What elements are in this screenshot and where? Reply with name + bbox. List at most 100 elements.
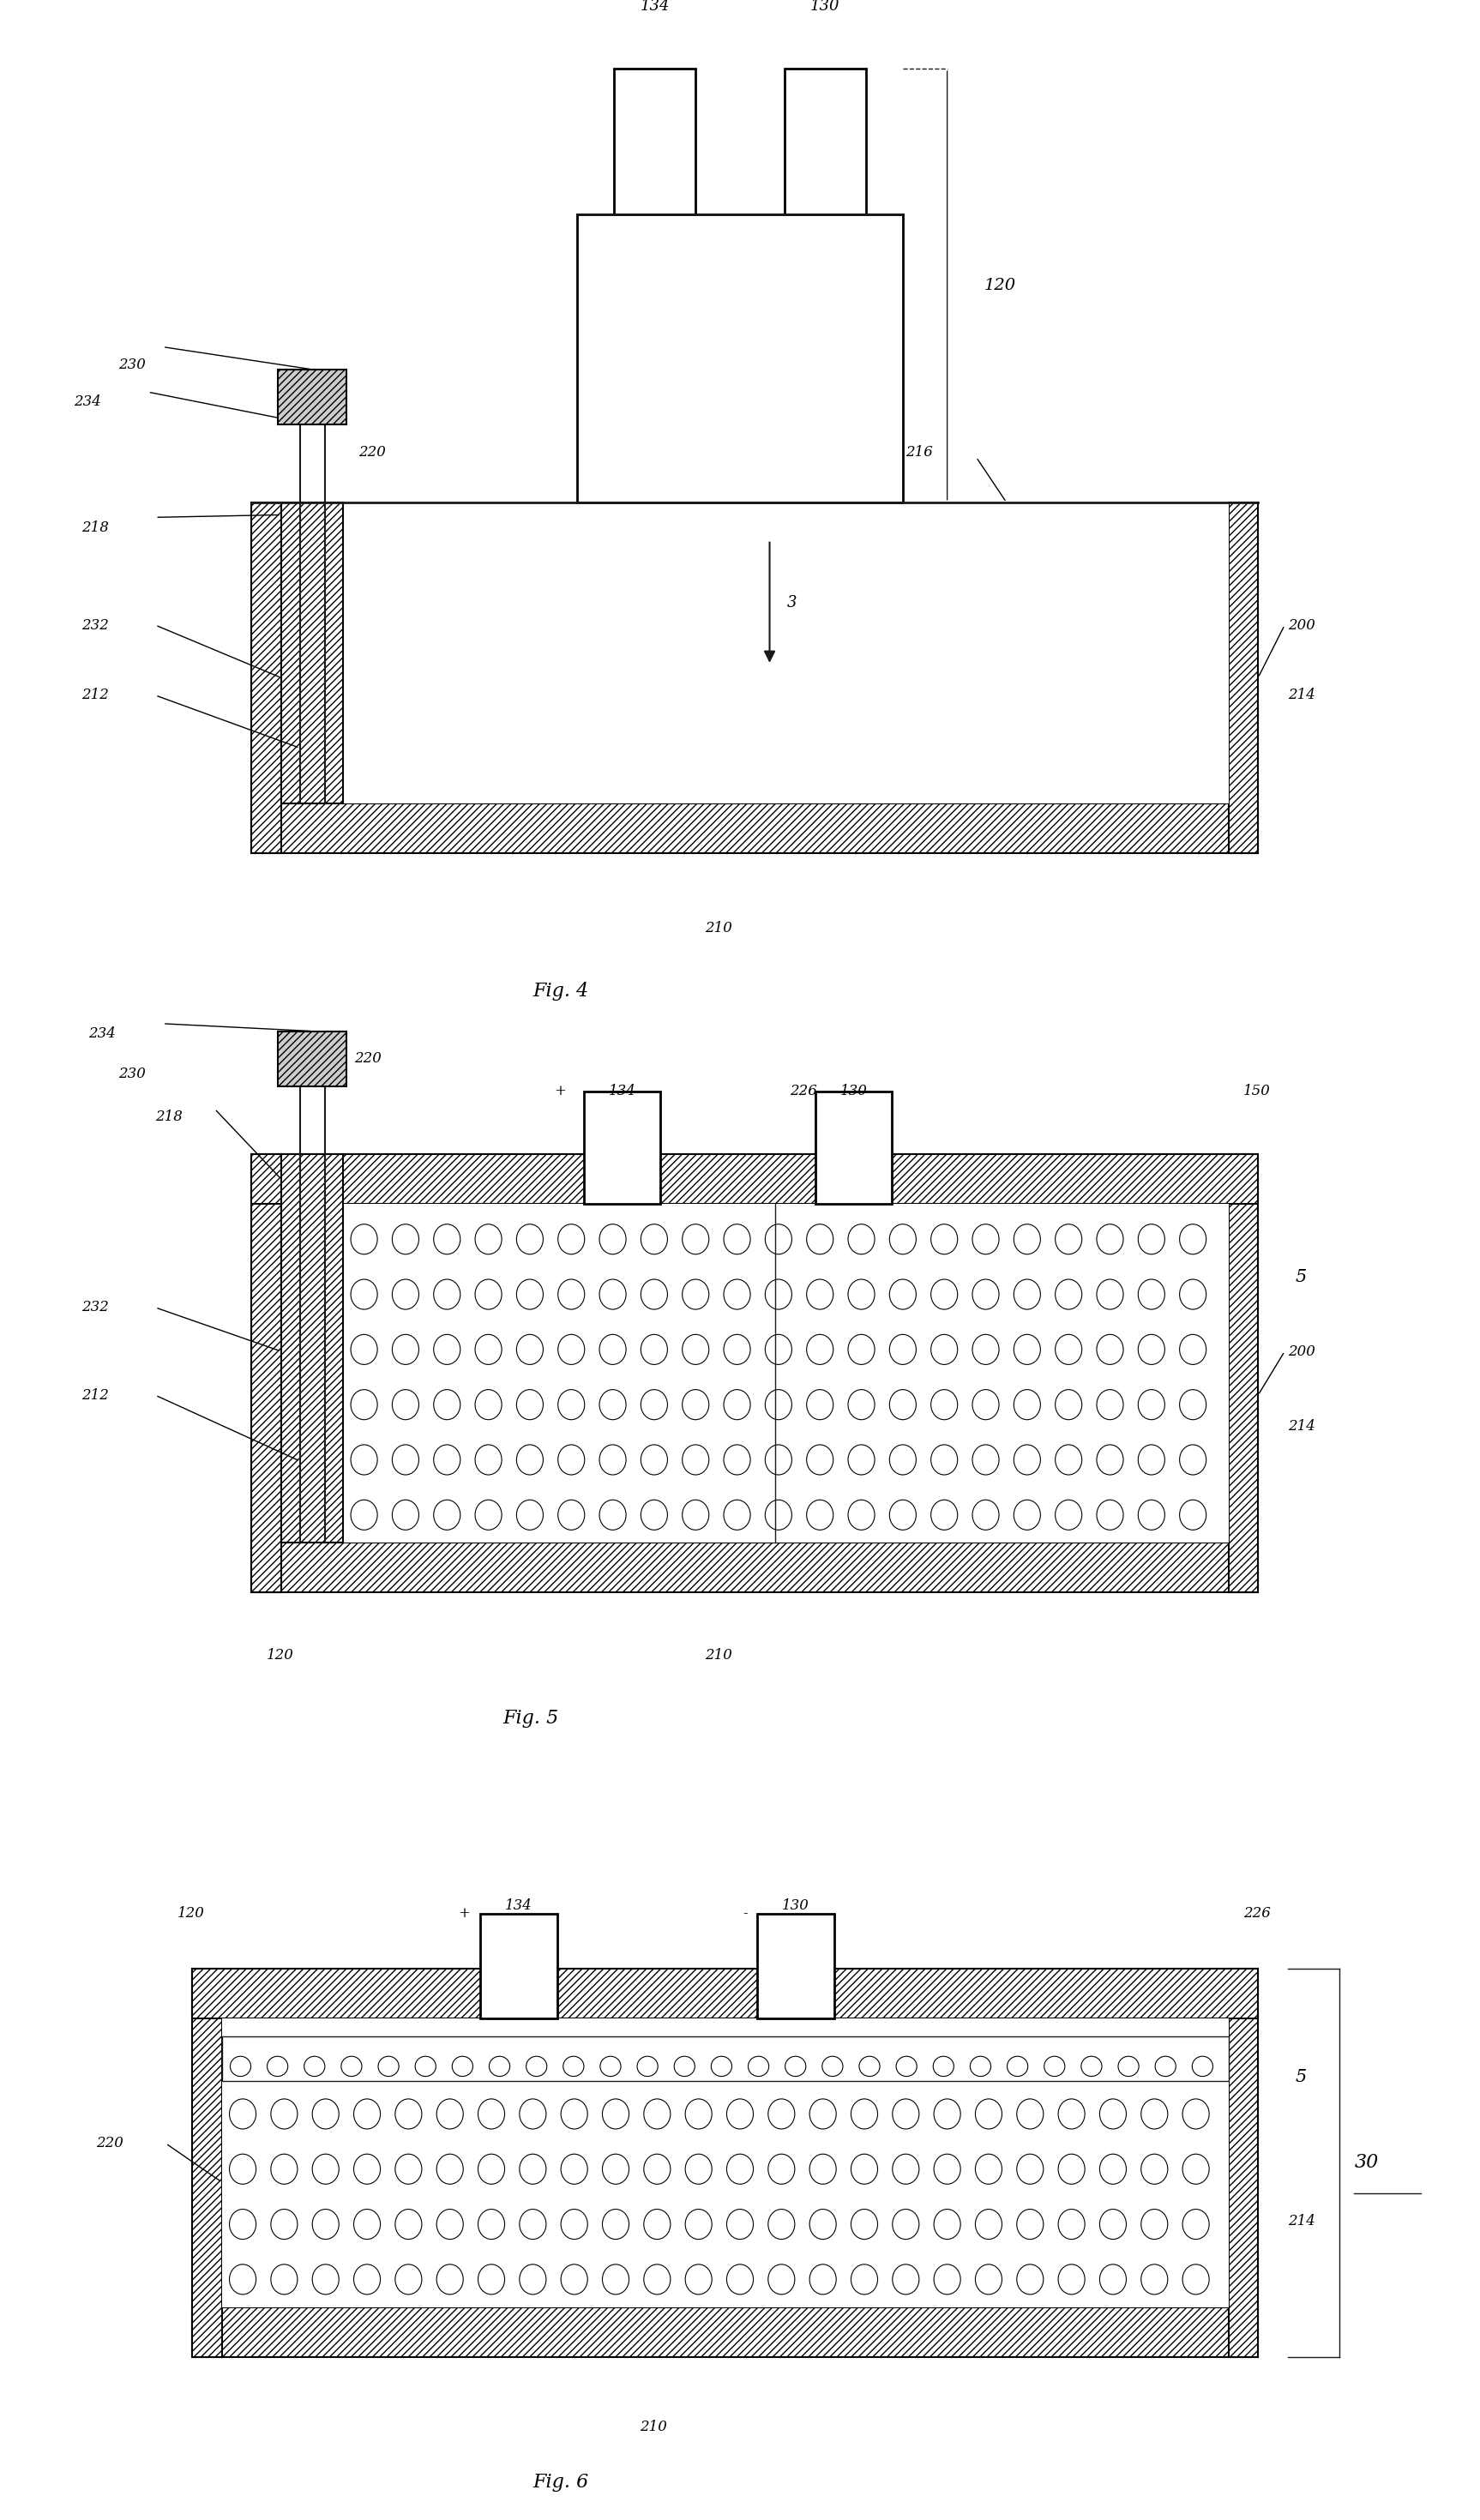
- Ellipse shape: [821, 2056, 842, 2076]
- Ellipse shape: [519, 2099, 546, 2129]
- Ellipse shape: [685, 2155, 712, 2185]
- Ellipse shape: [271, 2099, 297, 2129]
- Text: 218: 218: [155, 1109, 182, 1124]
- Ellipse shape: [724, 1499, 750, 1530]
- Ellipse shape: [602, 2265, 629, 2293]
- Ellipse shape: [972, 1444, 999, 1474]
- Bar: [222, 2019, 1228, 2306]
- Ellipse shape: [972, 1389, 999, 1419]
- Ellipse shape: [724, 1444, 750, 1474]
- Text: 200: 200: [1288, 1343, 1314, 1358]
- Ellipse shape: [848, 1444, 875, 1474]
- Ellipse shape: [724, 1280, 750, 1310]
- Ellipse shape: [395, 2044, 422, 2074]
- Ellipse shape: [354, 2210, 380, 2240]
- Ellipse shape: [934, 2155, 961, 2185]
- Ellipse shape: [931, 1444, 958, 1474]
- Bar: [222, 2036, 1228, 2082]
- Ellipse shape: [478, 2099, 505, 2129]
- Ellipse shape: [517, 1444, 543, 1474]
- Ellipse shape: [1183, 2210, 1209, 2240]
- Ellipse shape: [1055, 1225, 1082, 1255]
- Ellipse shape: [414, 2056, 435, 2076]
- Ellipse shape: [351, 1389, 377, 1419]
- Ellipse shape: [1138, 1444, 1165, 1474]
- Ellipse shape: [561, 2155, 588, 2185]
- Ellipse shape: [1180, 1225, 1206, 1255]
- Ellipse shape: [1014, 1389, 1040, 1419]
- Ellipse shape: [934, 2044, 961, 2074]
- Ellipse shape: [892, 2155, 919, 2185]
- Ellipse shape: [558, 1499, 585, 1530]
- Ellipse shape: [1183, 2155, 1209, 2185]
- Ellipse shape: [561, 2099, 588, 2129]
- Bar: [252, 501, 281, 854]
- Ellipse shape: [765, 1444, 792, 1474]
- Ellipse shape: [1058, 2155, 1085, 2185]
- Ellipse shape: [395, 2155, 422, 2185]
- Ellipse shape: [1138, 1336, 1165, 1363]
- Ellipse shape: [1014, 1225, 1040, 1255]
- Ellipse shape: [710, 2056, 731, 2076]
- Bar: [614, 68, 696, 214]
- Ellipse shape: [1017, 2155, 1043, 2185]
- Bar: [192, 1968, 222, 2356]
- Ellipse shape: [351, 1280, 377, 1310]
- Ellipse shape: [851, 2099, 878, 2129]
- Ellipse shape: [807, 1336, 833, 1363]
- Ellipse shape: [1100, 2265, 1126, 2293]
- Ellipse shape: [1055, 1336, 1082, 1363]
- Ellipse shape: [1180, 1389, 1206, 1419]
- Ellipse shape: [975, 2155, 1002, 2185]
- Ellipse shape: [1017, 2044, 1043, 2074]
- Ellipse shape: [354, 2155, 380, 2185]
- Ellipse shape: [1017, 2265, 1043, 2293]
- Text: Fig. 5: Fig. 5: [503, 1709, 559, 1726]
- Ellipse shape: [1141, 2044, 1168, 2074]
- Text: 5: 5: [1295, 2069, 1307, 2087]
- Bar: [278, 1031, 346, 1086]
- Text: 232: 232: [81, 617, 108, 633]
- Ellipse shape: [354, 2099, 380, 2129]
- Ellipse shape: [685, 2099, 712, 2129]
- Ellipse shape: [1141, 2155, 1168, 2185]
- Ellipse shape: [1183, 2099, 1209, 2129]
- Ellipse shape: [351, 1336, 377, 1363]
- Text: Fig. 4: Fig. 4: [533, 983, 589, 1000]
- Ellipse shape: [453, 2056, 474, 2076]
- Ellipse shape: [1055, 1444, 1082, 1474]
- Ellipse shape: [599, 1336, 626, 1363]
- Ellipse shape: [1058, 2044, 1085, 2074]
- Text: Fig. 6: Fig. 6: [533, 2472, 589, 2492]
- Ellipse shape: [437, 2099, 463, 2129]
- Ellipse shape: [969, 2056, 990, 2076]
- Ellipse shape: [1141, 2099, 1168, 2129]
- Ellipse shape: [972, 1225, 999, 1255]
- Ellipse shape: [1154, 2056, 1175, 2076]
- Ellipse shape: [437, 2265, 463, 2293]
- Ellipse shape: [271, 2265, 297, 2293]
- Ellipse shape: [848, 1280, 875, 1310]
- Ellipse shape: [434, 1499, 460, 1530]
- Text: 212: 212: [81, 1389, 108, 1404]
- Ellipse shape: [599, 1444, 626, 1474]
- Ellipse shape: [972, 1280, 999, 1310]
- Ellipse shape: [892, 2210, 919, 2240]
- Ellipse shape: [351, 1225, 377, 1255]
- Ellipse shape: [478, 2044, 505, 2074]
- Ellipse shape: [1055, 1280, 1082, 1310]
- Text: 232: 232: [81, 1300, 108, 1315]
- Text: 226: 226: [790, 1084, 817, 1099]
- Ellipse shape: [848, 1389, 875, 1419]
- Ellipse shape: [312, 2265, 339, 2293]
- Ellipse shape: [768, 2265, 795, 2293]
- Ellipse shape: [1043, 2056, 1064, 2076]
- Ellipse shape: [889, 1444, 916, 1474]
- Ellipse shape: [810, 2210, 836, 2240]
- Text: 218: 218: [81, 519, 108, 534]
- Text: +: +: [554, 1084, 565, 1099]
- Ellipse shape: [1097, 1499, 1123, 1530]
- Text: 134: 134: [641, 0, 669, 13]
- Text: 210: 210: [704, 922, 731, 935]
- Ellipse shape: [1055, 1499, 1082, 1530]
